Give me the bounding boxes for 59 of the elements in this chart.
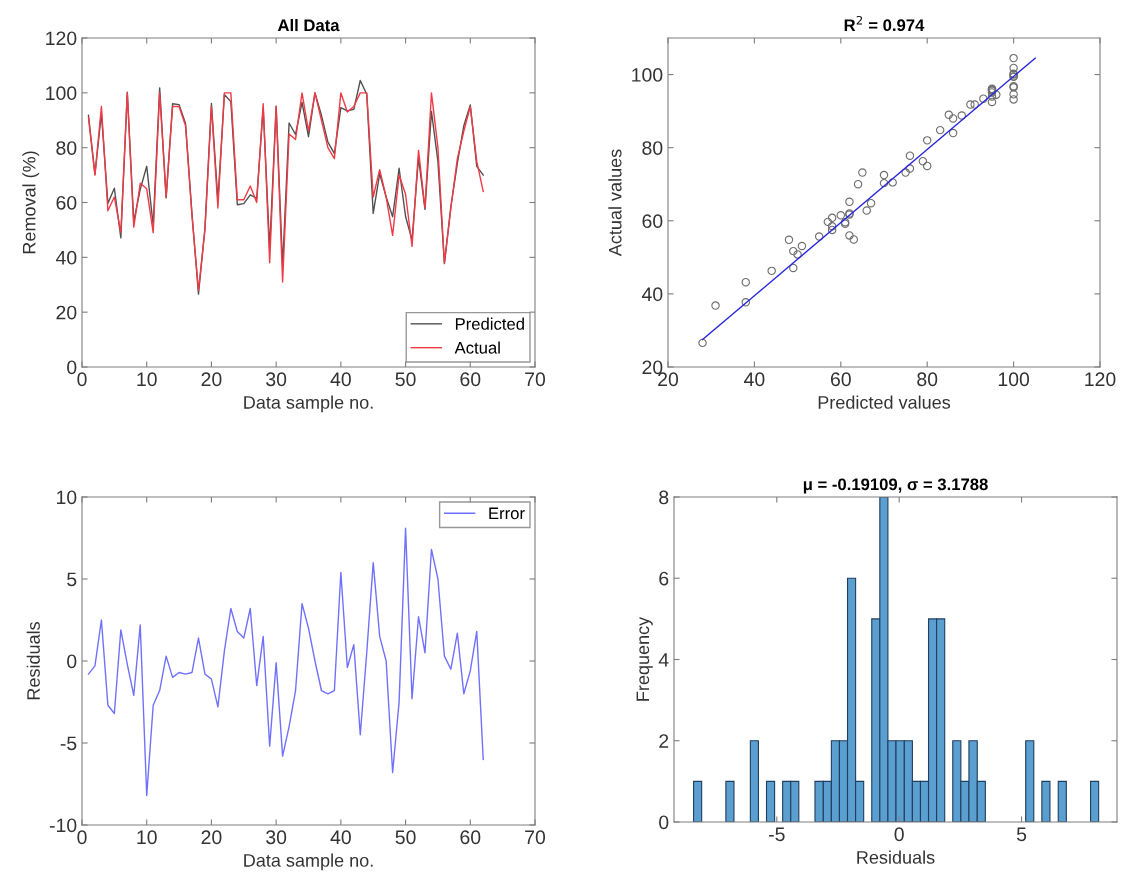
x-tick-label: 20 (201, 830, 222, 845)
y-tick-label: 0 (67, 654, 77, 669)
y-tick-label: 40 (55, 250, 77, 265)
x-tick-label: 70 (525, 372, 546, 387)
legend-label: Error (489, 507, 525, 520)
y-tick-label: 100 (632, 68, 663, 82)
x-tick-label: 10 (137, 372, 157, 387)
x-tick-label: 30 (266, 372, 287, 387)
x-tick-label: 100 (998, 372, 1030, 387)
x-tick-label: 50 (395, 830, 416, 845)
y-tick-label: 120 (46, 31, 77, 46)
x-tick-label: 10 (137, 830, 157, 845)
x-tick-label: -5 (769, 827, 785, 842)
chart-title: μ = -0.19109, σ = 3.1788 (803, 478, 988, 494)
x-tick-label: 5 (1016, 827, 1027, 842)
legend-label: Predicted (455, 317, 524, 330)
x-axis-title: Data sample no. (244, 395, 373, 413)
x-axis-title: Data sample no. (244, 853, 373, 871)
y-tick-label: 20 (56, 305, 77, 320)
y-axis-title: Actual values (608, 149, 622, 257)
x-tick-label: 0 (894, 827, 904, 842)
x-tick-label: 30 (266, 830, 287, 845)
x-tick-label: 80 (917, 372, 938, 387)
chart-title: R$^{2}$ = 0.974 (844, 15, 925, 32)
y-tick-label: -5 (60, 736, 77, 751)
x-axis-title: Residuals (857, 850, 935, 864)
x-tick-label: 70 (525, 830, 546, 845)
y-tick-label: 5 (67, 572, 77, 587)
x-axis-title: Predicted values (818, 395, 951, 409)
chart-title: All Data (277, 18, 340, 32)
x-tick-label: 50 (395, 372, 416, 387)
x-tick-label: 40 (744, 372, 765, 387)
y-tick-label: -10 (49, 818, 77, 833)
y-tick-label: 4 (658, 653, 669, 667)
y-tick-label: 80 (56, 141, 77, 155)
y-tick-label: 40 (641, 287, 663, 302)
y-tick-label: 10 (57, 490, 77, 505)
x-tick-label: 0 (77, 372, 87, 387)
x-tick-label: 0 (77, 830, 87, 845)
y-axis-title: Residuals (26, 622, 40, 700)
y-tick-label: 2 (659, 734, 669, 748)
y-tick-label: 8 (659, 490, 669, 505)
legend-label: Actual (454, 341, 500, 354)
x-tick-label: 60 (830, 372, 851, 387)
x-tick-label: 60 (460, 372, 481, 387)
y-tick-label: 0 (67, 360, 77, 375)
x-tick-label: 20 (201, 372, 222, 387)
y-axis-title: Removal (%) (22, 151, 40, 254)
y-axis-title: Frequency (636, 616, 653, 701)
y-tick-label: 100 (46, 86, 77, 101)
x-tick-label: 40 (330, 830, 351, 845)
y-tick-label: 6 (659, 571, 669, 586)
y-tick-label: 60 (56, 195, 77, 210)
y-tick-label: 0 (659, 815, 669, 830)
x-tick-label: 120 (1085, 372, 1116, 387)
x-tick-label: 60 (460, 830, 481, 845)
x-tick-label: 40 (330, 372, 351, 387)
y-tick-label: 60 (642, 214, 663, 229)
y-tick-label: 80 (642, 141, 663, 155)
